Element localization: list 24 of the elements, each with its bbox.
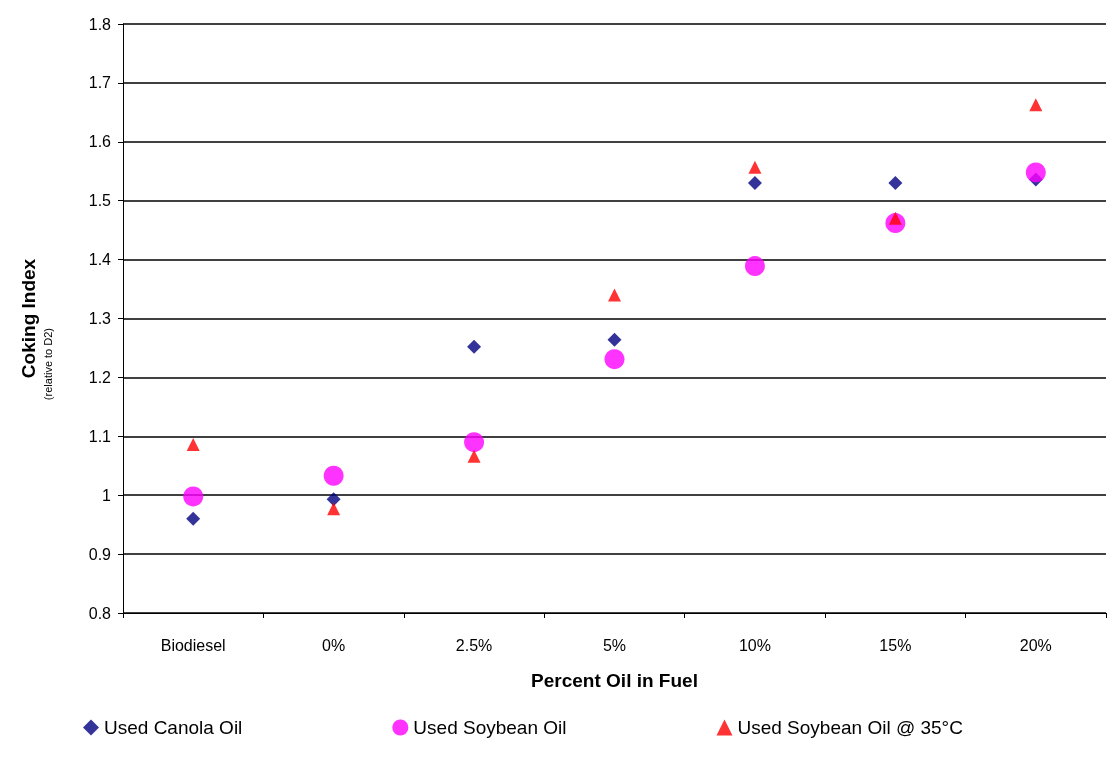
x-tick-label: 5% (602, 636, 627, 654)
legend-label: Used Canola Oil (104, 717, 243, 738)
x-tick-label: Biodiesel (160, 636, 226, 654)
x-tick-label: 0% (322, 636, 346, 654)
y-tick-label: 0.9 (88, 545, 112, 563)
x-tick-label: 2.5% (455, 636, 493, 654)
y-tick-label: 1.3 (88, 310, 112, 327)
y-tick-label: 1.8 (88, 15, 112, 33)
x-tick-label: 15% (879, 636, 912, 654)
y-tick-label: 1 (102, 486, 112, 504)
y-tick-label: 1.5 (88, 192, 112, 210)
legend-label: Used Soybean Oil @ 35°C (737, 717, 963, 738)
x-tick-label: 20% (1019, 636, 1052, 654)
x-tick-label: 10% (738, 636, 771, 654)
y-tick-label: 1.2 (88, 368, 112, 386)
y-tick-label: 0.8 (88, 604, 112, 622)
x-axis-title: Percent Oil in Fuel (531, 670, 698, 691)
y-tick-label: 1.7 (88, 74, 112, 92)
y-axis-title: Coking Index (18, 258, 39, 379)
legend-label: Used Soybean Oil (413, 717, 567, 738)
text: (relative to D2) (41, 328, 54, 401)
y-tick-label: 1.4 (88, 251, 112, 269)
y-tick-label: 1.6 (88, 133, 112, 151)
y-tick-label: 1.1 (88, 427, 112, 445)
